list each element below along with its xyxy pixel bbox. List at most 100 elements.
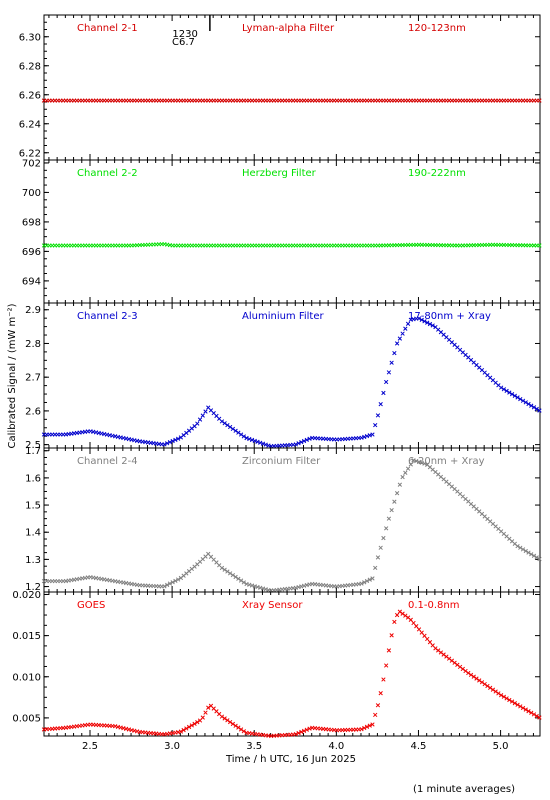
data-point [299, 729, 304, 735]
data-point [178, 729, 184, 734]
data-point [400, 331, 405, 336]
data-point [384, 663, 389, 668]
data-point [498, 693, 504, 698]
data-point [263, 442, 268, 447]
y-tick-label: 2.5 [25, 440, 41, 451]
data-point [362, 580, 367, 585]
panel-frame [43, 14, 541, 161]
data-point [416, 316, 422, 321]
data-point [244, 435, 249, 441]
data-point [296, 441, 301, 446]
y-tick-label: 6.26 [19, 90, 41, 101]
y-tick-label: 698 [22, 217, 41, 228]
data-point [403, 613, 408, 618]
data-point [233, 428, 238, 433]
data-point [378, 691, 383, 696]
data-point [186, 724, 192, 730]
data-point [466, 670, 471, 676]
y-tick-label: 700 [22, 188, 41, 199]
data-point [233, 723, 238, 728]
data-point [389, 360, 394, 365]
data-point [167, 440, 173, 445]
y-tick-label: 6.22 [19, 148, 41, 159]
data-point [520, 547, 526, 552]
panel-label: Xray Sensor [242, 600, 303, 611]
panel-frame [43, 591, 541, 737]
data-point [222, 567, 227, 572]
data-point [378, 545, 383, 550]
flare-class-label: C6.7 [172, 37, 195, 48]
data-point [504, 696, 509, 701]
data-point [463, 668, 468, 674]
data-point [375, 703, 381, 708]
data-point [225, 718, 230, 723]
data-point [518, 704, 523, 709]
data-point [474, 676, 479, 681]
data-point [373, 422, 378, 428]
y-tick-label: 1.7 [25, 446, 41, 457]
data-point [405, 466, 411, 471]
y-axis-label: Calibrated Signal / (mW m⁻²) [7, 303, 18, 448]
data-point [537, 243, 542, 248]
data-point [430, 323, 435, 328]
y-tick-label: 1.6 [25, 473, 41, 484]
data-point [219, 565, 225, 571]
data-point [362, 725, 367, 731]
data-point [520, 398, 526, 403]
data-point [534, 713, 539, 719]
data-point [386, 370, 392, 375]
data-point [222, 716, 227, 721]
averages-footnote: (1 minute averages) [413, 784, 515, 795]
data-point [233, 574, 238, 580]
data-point [206, 705, 211, 710]
data-point [175, 436, 181, 441]
data-point [227, 719, 233, 725]
data-point [364, 578, 370, 584]
y-tick-label: 6.30 [19, 32, 41, 43]
data-point [534, 555, 539, 560]
y-tick-label: 0.005 [12, 713, 41, 724]
data-point [507, 697, 512, 703]
data-point [203, 409, 208, 414]
data-point [389, 633, 394, 638]
data-point [468, 672, 474, 678]
data-point [392, 499, 397, 504]
data-point [219, 714, 225, 719]
y-tick-label: 0.015 [12, 631, 41, 642]
chart-panels: 6.22 6.24 6.26 6.28 6.30 Channel 2-1 Lyman-alp… [12, 14, 542, 739]
x-tick-label: 5.0 [493, 741, 509, 752]
data-point [230, 426, 236, 432]
data-point [392, 619, 397, 625]
data-point [501, 694, 507, 699]
y-tick-label: 6.28 [19, 61, 41, 72]
data-point [378, 402, 383, 407]
data-point [258, 440, 263, 445]
panel-frame [43, 302, 541, 449]
data-point [498, 385, 504, 390]
data-point [386, 648, 392, 653]
panel-label: Channel 2-2 [77, 168, 138, 179]
data-point [167, 581, 173, 586]
data-point [173, 437, 178, 443]
data-point [515, 395, 520, 400]
data-point [181, 727, 186, 733]
data-point [419, 317, 424, 323]
y-tick-label: 702 [22, 158, 41, 169]
data-point [427, 321, 433, 327]
data-point [197, 417, 203, 422]
data-point [509, 392, 515, 397]
data-point [252, 438, 257, 444]
panel-5: 0.005 0.010 0.015 0.020 GOES Xray Sensor 0.1-0… [12, 590, 542, 739]
data-point [195, 720, 200, 725]
data-point [236, 725, 241, 730]
panel-label: Zirconium Filter [242, 456, 321, 467]
x-tick-label: 4.0 [328, 741, 344, 752]
x-tick-label: 2.5 [82, 741, 98, 752]
x-axis-label: Time / h UTC, 16 Jun 2025 [225, 754, 356, 765]
series-points [41, 241, 542, 248]
data-point [397, 336, 403, 341]
data-point [509, 699, 515, 704]
data-point [222, 421, 227, 426]
data-point [482, 681, 487, 687]
